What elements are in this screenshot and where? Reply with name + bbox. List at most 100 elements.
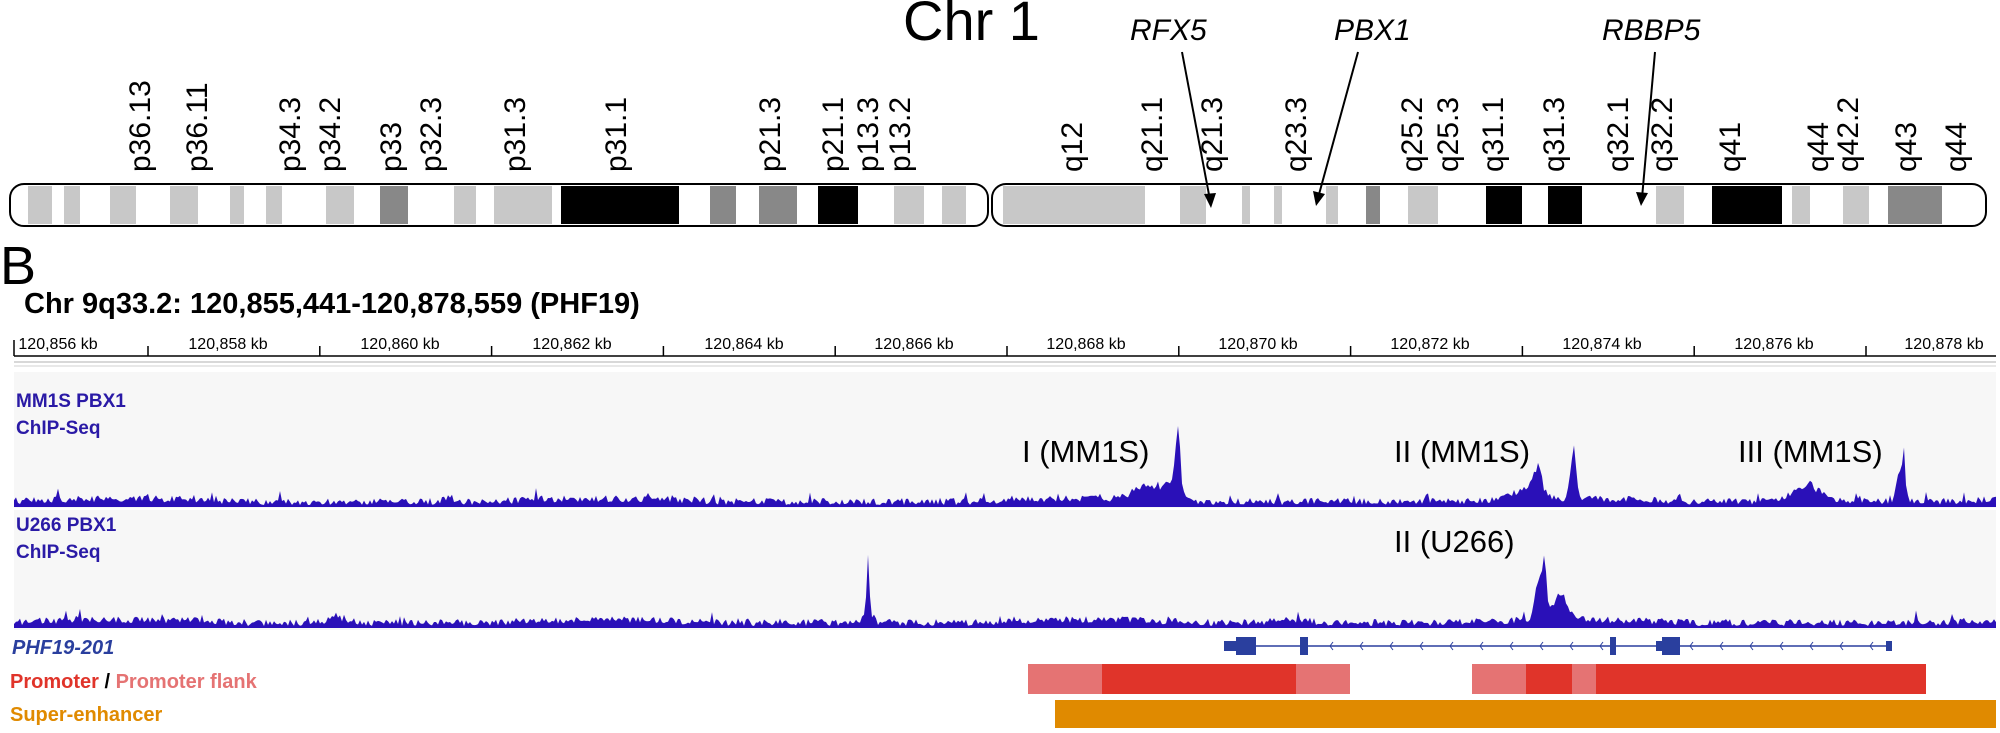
q-band-label: q12: [1056, 122, 1089, 172]
p-band-label: p36.11: [181, 82, 214, 172]
strand-chevron: [1539, 641, 1544, 651]
track-label-mm1s-line2: ChIP-Seq: [16, 418, 100, 439]
chromosome-band: [1180, 186, 1206, 224]
p-band-label: p13.3: [852, 97, 885, 172]
strand-chevron: [1839, 641, 1844, 651]
peak-label-u266: II (U266): [1394, 524, 1515, 559]
q-band-label: q41: [1714, 122, 1747, 172]
p-band-labels: p36.13 p36.11 p34.3 p34.2 p33 p32.3 p31.3 p31.1…: [124, 80, 917, 172]
q-band-label: q42.2: [1832, 97, 1865, 172]
kb-tick-label: 120,872 kb: [1390, 336, 1469, 353]
kb-tick-label: 120,858 kb: [188, 336, 267, 353]
strand-chevron: [1389, 641, 1394, 651]
legend-promoter-flank: Promoter flank: [116, 671, 258, 693]
chromosome-band: [1712, 186, 1782, 224]
kb-ruler: 120,856 kb 120,858 kb 120,860 kb 120,862 kb…: [13, 336, 1996, 367]
q-band-label: q44: [1940, 122, 1973, 172]
chromosome-band: [1242, 186, 1250, 224]
q-band-label: q21.1: [1136, 97, 1169, 172]
promoter-region-3: [1596, 664, 1926, 694]
q-band-label: q25.3: [1432, 97, 1465, 172]
chromosome-band: [561, 186, 679, 224]
chromosome-band: [1548, 186, 1582, 224]
kb-tick-label: 120,860 kb: [360, 336, 439, 353]
kb-tick-label: 120,870 kb: [1218, 336, 1297, 353]
strand-chevron: [1359, 641, 1364, 651]
peak-label-1-mm1s: I (MM1S): [1022, 434, 1149, 469]
chromosome-band: [380, 186, 408, 224]
p-band-label: p34.3: [274, 97, 307, 172]
chromosome-ideogram: [9, 183, 1987, 227]
p-band-label: p31.3: [499, 97, 532, 172]
legend-promoter: Promoter: [10, 671, 99, 693]
promoter-region-2: [1526, 664, 1572, 694]
kb-tick-label: 120,862 kb: [532, 336, 611, 353]
strand-chevron: [1869, 641, 1874, 651]
strand-chevron: [1809, 641, 1814, 651]
p-band-label: p36.13: [124, 80, 157, 172]
p-band-label: p21.3: [754, 97, 787, 172]
arrowhead-rbbp5: [1636, 192, 1648, 206]
q-band-label: q31.3: [1538, 97, 1571, 172]
track-label-u266-line2: ChIP-Seq: [16, 542, 100, 563]
exon-4: [1656, 641, 1666, 651]
panel-letter: B: [0, 236, 36, 296]
transcript-model: [1224, 637, 1892, 655]
q-band-label: q44: [1802, 122, 1835, 172]
q-arm-outline: [991, 183, 1987, 227]
chromosome-band: [1843, 186, 1869, 224]
promoter-legend: Promoter / Promoter flank: [10, 671, 258, 693]
q-band-labels: q12 q21.1 q21.3 q23.3 q25.2 q25.3 q31.1 q31.3 q3…: [1056, 97, 1973, 172]
p-band-label: p21.1: [817, 97, 850, 172]
chromosome-band: [1003, 186, 1145, 224]
track-background-mm1s: [14, 372, 1996, 508]
chromosome-band: [64, 186, 80, 224]
chromosome-band: [1408, 186, 1438, 224]
q-band-label: q32.1: [1602, 97, 1635, 172]
chromosome-band: [1888, 186, 1942, 224]
gene-arrow-pbx1: [1317, 51, 1359, 199]
gene-arrow-rfx5: [1181, 51, 1211, 201]
kb-tick-label: 120,876 kb: [1734, 336, 1813, 353]
promoter-flank-region-4: [1572, 664, 1596, 694]
strand-chevron: [1509, 641, 1514, 651]
gene-label-rbbp5: RBBP5: [1602, 14, 1701, 47]
legend-separator: /: [99, 671, 116, 693]
chromosome-band: [1486, 186, 1522, 224]
chromosome-band: [1792, 186, 1810, 224]
kb-tick-label: 120,866 kb: [874, 336, 953, 353]
signal-track-mm1s: [14, 426, 1996, 507]
chromosome-band: [110, 186, 136, 224]
chromosome-band: [942, 186, 966, 224]
p-band-label: p34.2: [314, 97, 347, 172]
chromosome-band: [759, 186, 797, 224]
super-enhancer-region: [1055, 700, 1996, 728]
q-band-label: q23.3: [1280, 97, 1313, 172]
strand-chevron: [1779, 641, 1784, 651]
chromosome-band: [894, 186, 924, 224]
gene-label-rfx5: RFX5: [1130, 14, 1207, 47]
chromosome-band: [1366, 186, 1380, 224]
chromosome-band: [28, 186, 52, 224]
track-label-u266-line1: U266 PBX1: [16, 515, 117, 536]
strand-chevron: [1449, 641, 1454, 651]
strand-chevron: [1599, 641, 1604, 651]
exon-5: [1662, 637, 1680, 655]
gene-label-pbx1: PBX1: [1334, 14, 1411, 47]
arrowhead-pbx1: [1313, 191, 1325, 206]
strand-chevron: [1569, 641, 1574, 651]
kb-tick-label: 120,864 kb: [704, 336, 783, 353]
track-label-mm1s-line1: MM1S PBX1: [16, 391, 126, 412]
p-arm-outline: [9, 183, 989, 227]
chromosome-band: [1326, 186, 1338, 224]
p-band-label: p13.2: [884, 97, 917, 172]
p-band-label: p32.3: [415, 97, 448, 172]
transcript-label: PHF19-201: [12, 637, 114, 659]
strand-chevron: [1479, 641, 1484, 651]
exon-1: [1236, 637, 1256, 655]
peak-label-3-mm1s: III (MM1S): [1738, 434, 1883, 469]
kb-tick-label: 120,878 kb: [1904, 336, 1983, 353]
chromosome-band: [266, 186, 282, 224]
kb-tick-label: 120,868 kb: [1046, 336, 1125, 353]
